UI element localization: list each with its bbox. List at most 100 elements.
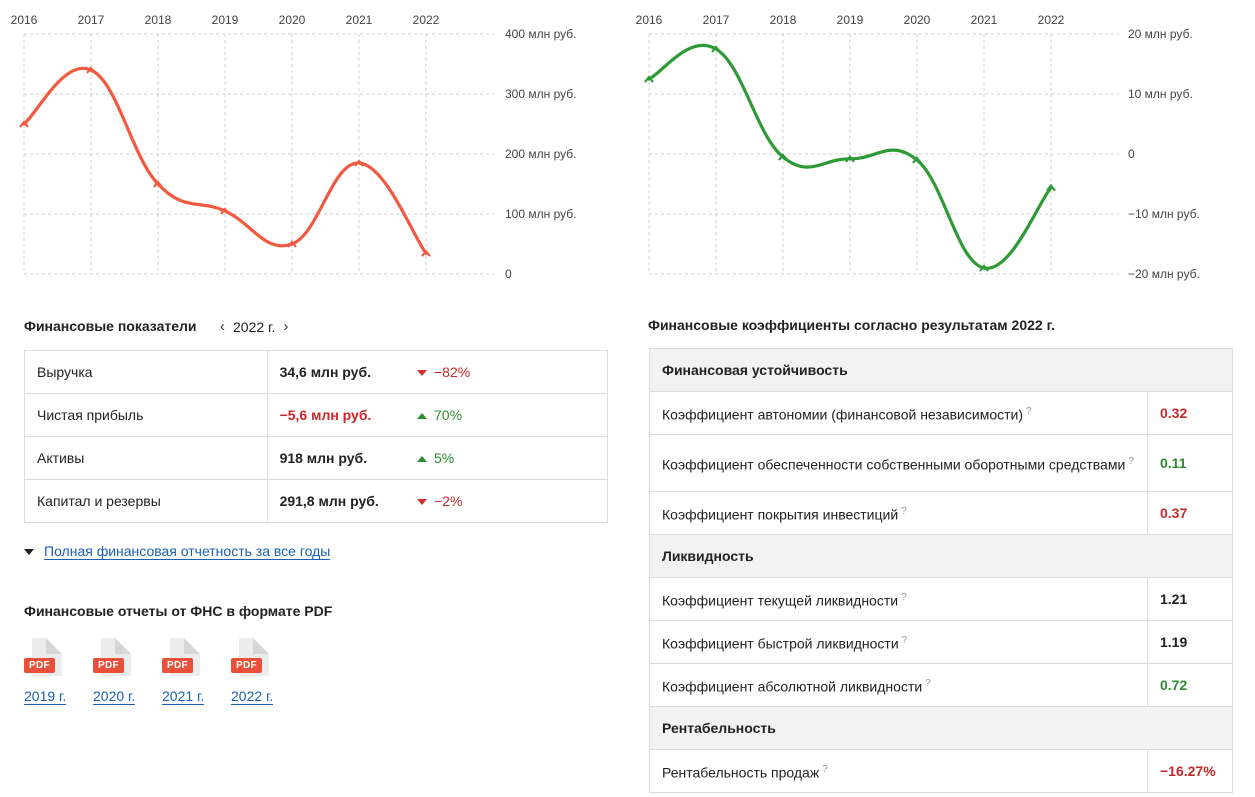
data-point	[845, 155, 855, 163]
pdf-badge: PDF	[24, 658, 55, 673]
x-tick-label: 2016	[11, 13, 38, 27]
help-icon[interactable]: ?	[901, 505, 907, 517]
pdf-year-link[interactable]: 2019 г.	[24, 688, 67, 705]
coef-group-header: Финансовая устойчивость	[649, 348, 1233, 392]
fin-row-change: −82%	[405, 350, 608, 394]
chevron-right-icon[interactable]: ›	[283, 318, 289, 335]
coef-value: 1.21	[1147, 577, 1233, 621]
series-line	[647, 43, 1053, 270]
year-selector: ‹ 2022 г. ›	[218, 318, 290, 335]
pdf-file-icon: PDF	[231, 638, 269, 676]
caret-down-icon	[24, 548, 34, 555]
pdf-report-item[interactable]: PDF 2021 г.	[162, 638, 211, 705]
y-tick-label: −10 млн руб.	[1128, 207, 1200, 221]
pdf-reports-list: PDF 2019 г. PDF 2020 г. PDF 2021 г. PDF 2022 г.	[24, 638, 280, 705]
pdf-reports-title: Финансовые отчеты от ФНС в формате PDF	[24, 603, 333, 619]
data-point	[912, 156, 922, 164]
coef-value: 0.72	[1147, 663, 1233, 707]
pdf-report-item[interactable]: PDF 2020 г.	[93, 638, 142, 705]
trend-down-icon	[417, 370, 427, 377]
data-point	[86, 66, 96, 74]
coef-group-name: Финансовая устойчивость	[649, 348, 1233, 392]
fin-indicators-table: Выручка 34,6 млн руб. −82% Чистая прибыль −5…	[24, 350, 608, 523]
fin-indicators-title: Финансовые показатели	[24, 318, 197, 334]
x-tick-label: 2018	[770, 13, 797, 27]
data-point	[287, 240, 297, 248]
help-icon[interactable]: ?	[1026, 405, 1032, 417]
pdf-file-icon: PDF	[162, 638, 200, 676]
coef-row: Рентабельность продаж? −16.27%	[649, 749, 1233, 793]
coef-name: Коэффициент автономии (финансовой незави…	[649, 391, 1148, 435]
coefficients-title: Финансовые коэффициенты согласно результ…	[648, 317, 1055, 333]
pdf-badge: PDF	[93, 658, 124, 673]
help-icon[interactable]: ?	[901, 634, 908, 646]
chevron-left-icon[interactable]: ‹	[220, 318, 225, 335]
coef-row: Коэффициент покрытия инвестиций? 0.37	[649, 491, 1233, 535]
full-report-link[interactable]: Полная финансовая отчетность за все годы	[44, 543, 331, 560]
y-tick-label: 0	[1128, 147, 1135, 161]
data-point	[778, 153, 788, 161]
coef-name: Коэффициент обеспеченности собственными …	[649, 434, 1148, 492]
y-tick-label: 20 млн руб.	[1128, 27, 1193, 41]
x-tick-label: 2016	[636, 13, 663, 27]
coef-name-text: Коэффициент покрытия инвестиций	[662, 506, 899, 523]
full-report-toggle[interactable]: Полная финансовая отчетность за все годы	[24, 543, 331, 560]
coef-group-header: Ликвидность	[649, 534, 1233, 578]
pdf-year-link[interactable]: 2022 г.	[231, 688, 274, 705]
y-tick-label: −20 млн руб.	[1128, 267, 1200, 281]
data-point	[979, 264, 989, 272]
coef-row: Коэффициент быстрой ликвидности? 1.19	[649, 620, 1233, 664]
coefficients-table: Финансовая устойчивость Коэффициент автон…	[649, 348, 1233, 793]
coef-group-name: Ликвидность	[649, 534, 1233, 578]
x-tick-label: 2022	[1038, 13, 1065, 27]
help-icon[interactable]: ?	[1128, 455, 1134, 467]
profit-chart: 20 млн руб. 10 млн руб. 0 −10 млн руб. −20 м…	[636, 13, 1200, 281]
coef-row: Коэффициент текущей ликвидности? 1.21	[649, 577, 1233, 621]
coef-name-text: Коэффициент обеспеченности собственными …	[662, 456, 1126, 473]
pdf-report-item[interactable]: PDF 2022 г.	[231, 638, 280, 705]
data-point	[644, 75, 654, 83]
fin-row: Активы 918 млн руб. 5%	[24, 436, 608, 480]
coef-name: Коэффициент покрытия инвестиций?	[649, 491, 1148, 535]
y-tick-label: 200 млн руб.	[505, 147, 576, 161]
y-tick-label: 100 млн руб.	[505, 207, 576, 221]
coef-value: 1.19	[1147, 620, 1233, 664]
revenue-chart: 400 млн руб. 300 млн руб. 200 млн руб. 100 …	[11, 13, 577, 281]
change-value: −2%	[434, 493, 463, 509]
coef-name-text: Рентабельность продаж	[662, 764, 820, 781]
coef-group-name: Рентабельность	[649, 706, 1233, 750]
series-line	[22, 66, 428, 255]
coef-group-header: Рентабельность	[649, 706, 1233, 750]
fin-row-change: −2%	[405, 479, 608, 523]
x-tick-label: 2020	[904, 13, 931, 27]
data-point	[1046, 183, 1056, 192]
coef-name-text: Коэффициент быстрой ликвидности	[662, 635, 899, 652]
selected-year: 2022 г.	[233, 318, 276, 335]
data-point	[153, 180, 163, 188]
help-icon[interactable]: ?	[822, 763, 828, 775]
y-tick-label: 10 млн руб.	[1128, 87, 1193, 101]
coef-value: 0.32	[1147, 391, 1233, 435]
fin-row-label: Чистая прибыль	[24, 393, 268, 437]
x-tick-label: 2021	[346, 13, 373, 27]
fin-row-value: 918 млн руб.	[266, 436, 405, 480]
pdf-report-item[interactable]: PDF 2019 г.	[24, 638, 73, 705]
x-tick-label: 2017	[703, 13, 730, 27]
help-icon[interactable]: ?	[901, 591, 907, 603]
x-tick-label: 2019	[837, 13, 864, 27]
pdf-year-link[interactable]: 2021 г.	[162, 688, 205, 705]
data-point	[711, 45, 721, 53]
help-icon[interactable]: ?	[925, 677, 931, 689]
coef-name: Коэффициент абсолютной ликвидности?	[649, 663, 1148, 707]
change-value: 70%	[434, 407, 463, 423]
fin-row: Чистая прибыль −5,6 млн руб. 70%	[24, 393, 608, 437]
fin-row-label: Выручка	[24, 350, 268, 394]
y-tick-label: 0	[505, 267, 512, 281]
coef-value: 0.11	[1147, 434, 1233, 492]
coef-name-text: Коэффициент текущей ликвидности	[662, 592, 899, 609]
coef-name-text: Коэффициент автономии (финансовой незави…	[662, 406, 1023, 423]
coef-name-text: Коэффициент абсолютной ликвидности	[662, 678, 923, 695]
fin-row-label: Активы	[24, 436, 268, 480]
pdf-year-link[interactable]: 2020 г.	[93, 688, 136, 705]
fin-row-value: 34,6 млн руб.	[266, 350, 405, 394]
